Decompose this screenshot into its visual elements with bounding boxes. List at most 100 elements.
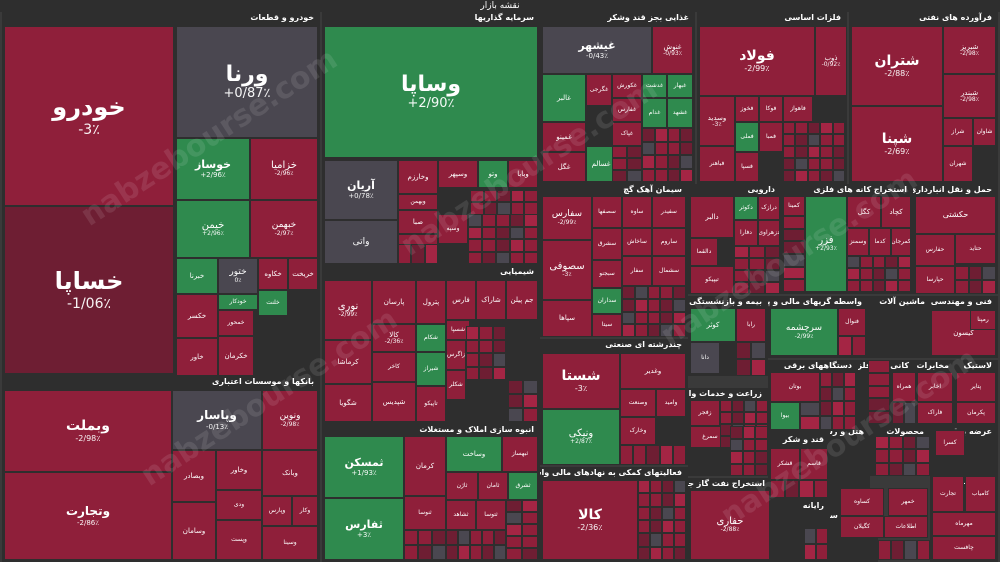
minor-stock-tile[interactable] (612, 170, 627, 182)
minor-stock-tile[interactable] (482, 239, 496, 252)
minor-stock-tile[interactable] (764, 282, 780, 294)
minor-stock-tile[interactable] (627, 146, 642, 158)
minor-stock-tile[interactable] (744, 412, 756, 424)
minor-stock-tile[interactable] (744, 400, 756, 412)
stock-tile-khesesh[interactable]: خمهر (888, 488, 928, 516)
minor-stock-tile[interactable] (662, 533, 674, 547)
minor-stock-tile[interactable] (662, 546, 674, 560)
stock-tile-kdama[interactable]: کدما (869, 228, 891, 256)
stock-tile-kgeil[interactable]: کگیلان (840, 516, 884, 538)
stock-tile-ssufi[interactable]: سصوفی -3٪ (542, 240, 592, 300)
minor-stock-tile[interactable] (875, 462, 889, 476)
minor-stock-tile[interactable] (524, 226, 538, 239)
stock-tile-vsina[interactable]: وسینا (262, 526, 318, 560)
minor-stock-tile[interactable] (468, 214, 482, 227)
minor-stock-tile[interactable] (667, 128, 681, 142)
stock-tile-ptayer[interactable]: پتایر (956, 372, 996, 402)
minor-stock-tile[interactable] (494, 545, 506, 560)
minor-stock-tile[interactable] (510, 239, 524, 252)
minor-stock-tile[interactable] (470, 530, 482, 545)
minor-stock-tile[interactable] (800, 416, 820, 430)
minor-stock-tile[interactable] (875, 449, 889, 463)
stock-tile-dana[interactable]: دانا (690, 342, 720, 374)
minor-stock-tile[interactable] (732, 400, 744, 412)
stock-tile-vaseddid[interactable]: وسدید -3٪ (699, 96, 735, 146)
stock-tile-ghbahar[interactable]: غبهار (667, 74, 693, 98)
minor-stock-tile[interactable] (468, 251, 482, 264)
minor-stock-tile[interactable] (832, 372, 844, 387)
minor-stock-tile[interactable] (742, 438, 756, 451)
stock-tile-shgatran[interactable]: شهران (943, 146, 973, 182)
stock-tile-shegheir[interactable]: شگویا (324, 384, 372, 422)
minor-stock-tile[interactable] (642, 155, 655, 169)
stock-tile-tejarat[interactable]: تجارت (932, 476, 964, 512)
minor-stock-tile[interactable] (875, 436, 889, 450)
minor-stock-tile[interactable] (916, 436, 930, 450)
minor-stock-tile[interactable] (660, 286, 674, 299)
stock-tile-vaniki[interactable]: ونیکی +2/87٪ (542, 409, 620, 465)
minor-stock-tile[interactable] (784, 480, 799, 498)
stock-tile-vmasr[interactable]: وسپه (438, 214, 468, 244)
stock-tile-tbehsaz[interactable]: ثبهساز (502, 436, 538, 472)
minor-stock-tile[interactable] (634, 286, 648, 299)
minor-stock-tile[interactable] (404, 530, 418, 545)
minor-stock-tile[interactable] (898, 256, 911, 268)
minor-stock-tile[interactable] (647, 324, 661, 337)
minor-stock-tile[interactable] (795, 134, 808, 146)
minor-stock-tile[interactable] (878, 540, 891, 560)
stock-tile-vsanay[interactable]: صبا (398, 210, 438, 234)
stock-tile-sefroud[interactable]: سفیدر (652, 196, 686, 228)
stock-tile-vsaipa[interactable]: وصنعت (620, 389, 656, 417)
minor-stock-tile[interactable] (496, 239, 510, 252)
stock-tile-dzahra[interactable]: دزهراوی (758, 220, 780, 246)
minor-stock-tile[interactable] (783, 134, 796, 146)
stock-tile-taboko[interactable]: تاپیکو (416, 386, 446, 422)
minor-stock-tile[interactable] (642, 168, 655, 182)
minor-stock-tile[interactable] (756, 412, 768, 424)
stock-tile-khimen[interactable]: خیمن +2/96٪ (176, 200, 250, 258)
minor-stock-tile[interactable] (795, 158, 808, 170)
minor-stock-tile[interactable] (783, 216, 805, 229)
minor-stock-tile[interactable] (872, 268, 886, 280)
minor-stock-tile[interactable] (496, 226, 510, 239)
stock-tile-hbandar[interactable]: حتاید (955, 234, 996, 264)
stock-tile-fnoori[interactable]: فنوال (838, 308, 866, 336)
minor-stock-tile[interactable] (673, 324, 686, 337)
stock-tile-khtor[interactable]: ختور 0٪ (218, 258, 258, 294)
minor-stock-tile[interactable] (510, 251, 524, 264)
stock-tile-vkar[interactable]: وکار (292, 496, 318, 526)
minor-stock-tile[interactable] (820, 372, 832, 387)
minor-stock-tile[interactable] (667, 155, 681, 169)
stock-tile-sakhash[interactable]: ساخاش (622, 228, 652, 256)
minor-stock-tile[interactable] (888, 449, 903, 463)
minor-stock-tile[interactable] (982, 280, 996, 294)
stock-tile-shbariz[interactable]: شبریز -2/98٪ (943, 26, 996, 74)
stock-tile-vpost[interactable]: وپست (216, 520, 262, 560)
stock-tile-vkharazm[interactable]: وخارزم (398, 160, 438, 194)
minor-stock-tile[interactable] (458, 530, 470, 545)
stock-tile-sfars[interactable]: سفار (622, 256, 652, 286)
stock-tile-kmabin[interactable]: کمینا (783, 196, 805, 216)
minor-stock-tile[interactable] (497, 202, 511, 215)
minor-stock-tile[interactable] (736, 342, 751, 359)
minor-stock-tile[interactable] (736, 359, 751, 376)
stock-tile-shkola[interactable]: شکلر (446, 370, 466, 400)
minor-stock-tile[interactable] (510, 214, 524, 227)
stock-tile-sbajan[interactable]: سبجنو (592, 260, 622, 288)
stock-tile-hafari[interactable]: حفاری -2/88٪ (690, 490, 770, 560)
minor-stock-tile[interactable] (859, 268, 873, 280)
minor-stock-tile[interactable] (902, 449, 917, 463)
stock-tile-tfars[interactable]: ثفارس +3٪ (324, 498, 404, 560)
minor-stock-tile[interactable] (680, 141, 693, 155)
minor-stock-tile[interactable] (508, 394, 523, 408)
stock-tile-vkhavar[interactable]: وخاور (216, 450, 262, 490)
minor-stock-tile[interactable] (820, 170, 833, 182)
minor-stock-tile[interactable] (522, 512, 538, 524)
stock-tile-vtejarat[interactable]: وتجارت -2/86٪ (4, 472, 172, 560)
minor-stock-tile[interactable] (902, 462, 917, 476)
minor-stock-tile[interactable] (660, 298, 674, 312)
minor-stock-tile[interactable] (885, 268, 899, 280)
minor-stock-tile[interactable] (734, 258, 750, 270)
minor-stock-tile[interactable] (888, 436, 903, 450)
stock-tile-fmoba[interactable]: فمبا (759, 122, 783, 152)
